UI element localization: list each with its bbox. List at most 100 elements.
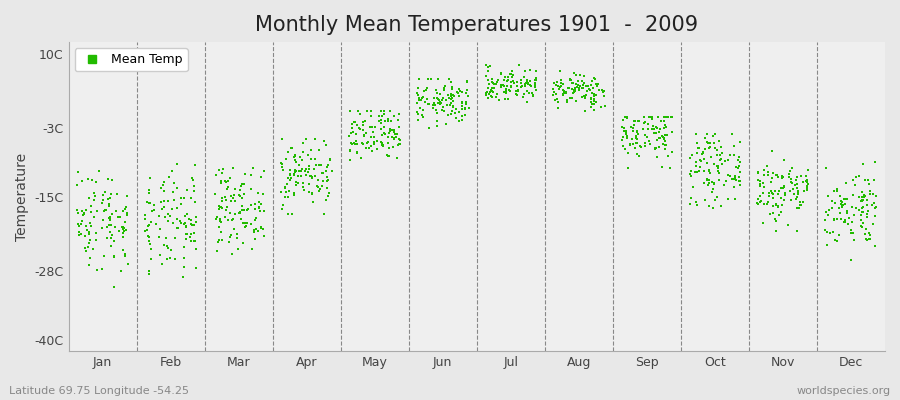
Point [212,167,227,174]
Point [307,156,321,162]
Point [382,145,396,151]
Point [170,225,184,231]
Point [356,141,370,147]
Point [774,194,788,201]
Point [688,130,703,137]
Point [648,145,662,151]
Point [86,246,101,252]
Point [772,188,787,194]
Point [851,173,866,180]
Point [643,141,657,147]
Point [218,193,232,200]
Point [628,140,643,146]
Point [287,154,302,160]
Point [97,253,112,260]
Point [652,144,667,150]
Point [503,84,517,90]
Point [616,134,630,140]
Point [727,176,742,182]
Point [482,64,496,70]
Point [411,111,426,117]
Point [356,140,370,146]
Point [112,228,126,234]
Point [157,179,171,186]
Point [178,223,193,230]
Point [854,198,868,204]
Point [381,118,395,124]
Point [87,192,102,199]
Point [435,107,449,114]
Point [95,191,110,198]
Point [500,90,514,96]
Point [491,90,505,97]
Point [321,193,336,200]
Point [842,215,856,221]
Point [441,92,455,98]
Point [343,157,357,164]
Point [857,192,871,199]
Point [862,181,877,187]
Point [223,198,238,204]
Point [702,145,716,151]
Point [320,184,335,191]
Point [506,72,520,78]
Point [363,124,377,131]
Point [384,134,399,140]
Point [701,140,716,147]
Point [504,74,518,80]
Point [587,92,601,99]
Point [597,88,611,94]
Point [487,84,501,91]
Point [343,148,357,154]
Point [790,228,805,234]
Point [92,168,106,174]
Point [372,118,386,124]
Point [120,212,134,218]
Point [690,145,705,152]
Point [713,151,727,158]
Point [390,154,404,161]
Point [710,146,724,153]
Point [493,71,508,78]
Point [619,113,634,120]
Point [416,107,430,113]
Point [841,221,855,227]
Point [235,195,249,202]
Point [446,104,461,110]
Point [436,86,451,93]
Point [103,216,117,222]
Point [709,194,724,200]
Point [692,145,706,151]
Point [734,139,748,145]
Point [186,188,201,194]
Point [553,84,567,90]
Point [562,85,576,91]
Point [683,171,698,177]
Point [430,96,445,102]
Point [223,175,238,181]
Point [115,230,130,236]
Point [493,82,508,88]
Point [381,152,395,159]
Point [88,237,103,243]
Point [274,189,289,196]
Point [658,122,672,128]
Point [714,156,728,162]
Point [154,199,168,205]
Point [75,208,89,214]
Point [658,132,672,138]
Point [860,197,874,203]
Point [76,212,90,218]
Point [623,142,637,148]
Point [226,194,240,201]
Point [637,143,652,150]
Point [220,204,235,210]
Point [99,234,113,241]
Point [482,90,497,97]
Point [187,162,202,168]
Point [659,113,673,120]
Point [688,198,703,205]
Point [157,198,171,204]
Point [347,140,362,147]
Point [375,142,390,149]
